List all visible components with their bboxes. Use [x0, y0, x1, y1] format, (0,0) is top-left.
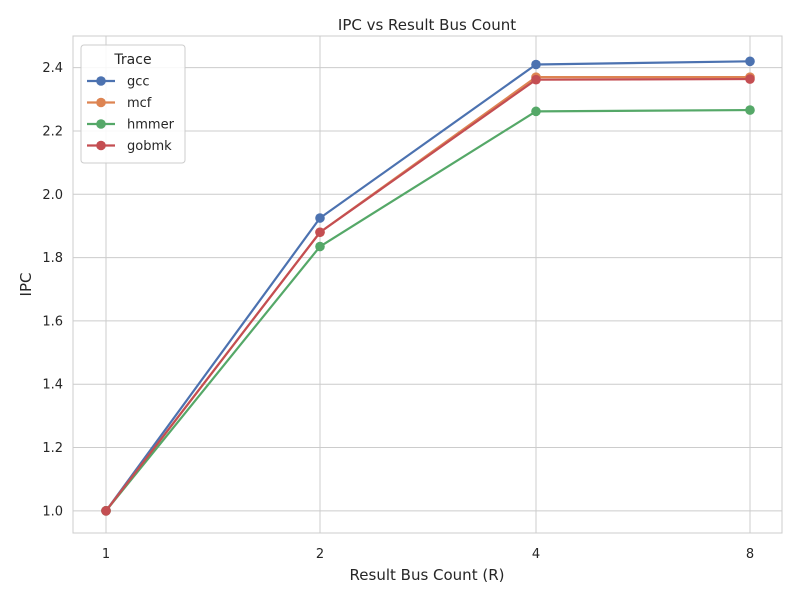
- y-tick-label: 1.4: [42, 378, 63, 393]
- legend-marker-mcf: [96, 97, 106, 108]
- series-line-gobmk: [105, 77, 751, 512]
- legend-label-gcc: gcc: [127, 75, 150, 90]
- y-tick-label: 1.2: [42, 441, 63, 456]
- y-tick-label: 1.0: [42, 504, 63, 519]
- data-point-gcc: [315, 213, 325, 223]
- chart-title: IPC vs Result Bus Count: [338, 16, 516, 34]
- x-tick-label: 2: [316, 547, 324, 562]
- legend-marker-hmmer: [96, 119, 106, 129]
- data-point-hmmer: [745, 105, 755, 115]
- data-point-gobmk: [315, 227, 325, 238]
- legend: Trace gcc mcf hmmer gobmk: [80, 44, 186, 164]
- x-tick-labels: 1 2 4 8: [102, 547, 754, 562]
- y-axis-title: IPC: [17, 273, 35, 297]
- legend-item-hmmer: hmmer: [87, 118, 175, 133]
- grid-lines: [73, 36, 782, 533]
- legend-label-hmmer: hmmer: [127, 118, 175, 133]
- data-point-gobmk: [745, 74, 755, 84]
- x-axis-title: Result Bus Count (R): [350, 566, 505, 584]
- plot-area-frame: [72, 35, 783, 534]
- data-point-hmmer: [315, 241, 325, 252]
- x-tick-label: 8: [746, 547, 754, 562]
- y-tick-labels: 1.0 1.2 1.4 1.6 1.8 2.0 2.2 2.4: [42, 61, 63, 519]
- x-tick-label: 4: [532, 547, 540, 562]
- legend-title: Trace: [113, 52, 151, 68]
- data-point-gcc: [745, 56, 755, 67]
- y-tick-label: 1.8: [42, 251, 63, 266]
- legend-label-gobmk: gobmk: [127, 139, 172, 154]
- legend-box: [80, 44, 186, 164]
- y-tick-label: 2.2: [42, 124, 63, 139]
- legend-item-mcf: mcf: [87, 96, 152, 111]
- series-line-gcc: [105, 60, 751, 512]
- data-point-gobmk: [531, 74, 541, 85]
- series-line-hmmer: [105, 108, 751, 512]
- series-gobmk: [101, 74, 755, 516]
- x-tick-label: 1: [102, 547, 110, 562]
- data-point-hmmer: [531, 106, 541, 117]
- series-mcf: [101, 72, 755, 516]
- y-tick-label: 2.0: [42, 188, 63, 203]
- legend-item-gcc: gcc: [87, 75, 150, 90]
- legend-items: gcc mcf hmmer gobmk: [87, 75, 175, 154]
- legend-label-mcf: mcf: [127, 96, 152, 111]
- legend-item-gobmk: gobmk: [87, 139, 172, 154]
- legend-marker-gobmk: [96, 140, 106, 151]
- data-point-gcc: [531, 59, 541, 70]
- series-hmmer: [101, 105, 755, 516]
- y-tick-label: 1.6: [42, 314, 63, 329]
- data-point-gobmk: [101, 506, 111, 516]
- series-gcc: [101, 56, 755, 516]
- legend-marker-gcc: [96, 76, 106, 86]
- series-layer: [101, 56, 755, 516]
- y-tick-label: 2.4: [42, 61, 63, 76]
